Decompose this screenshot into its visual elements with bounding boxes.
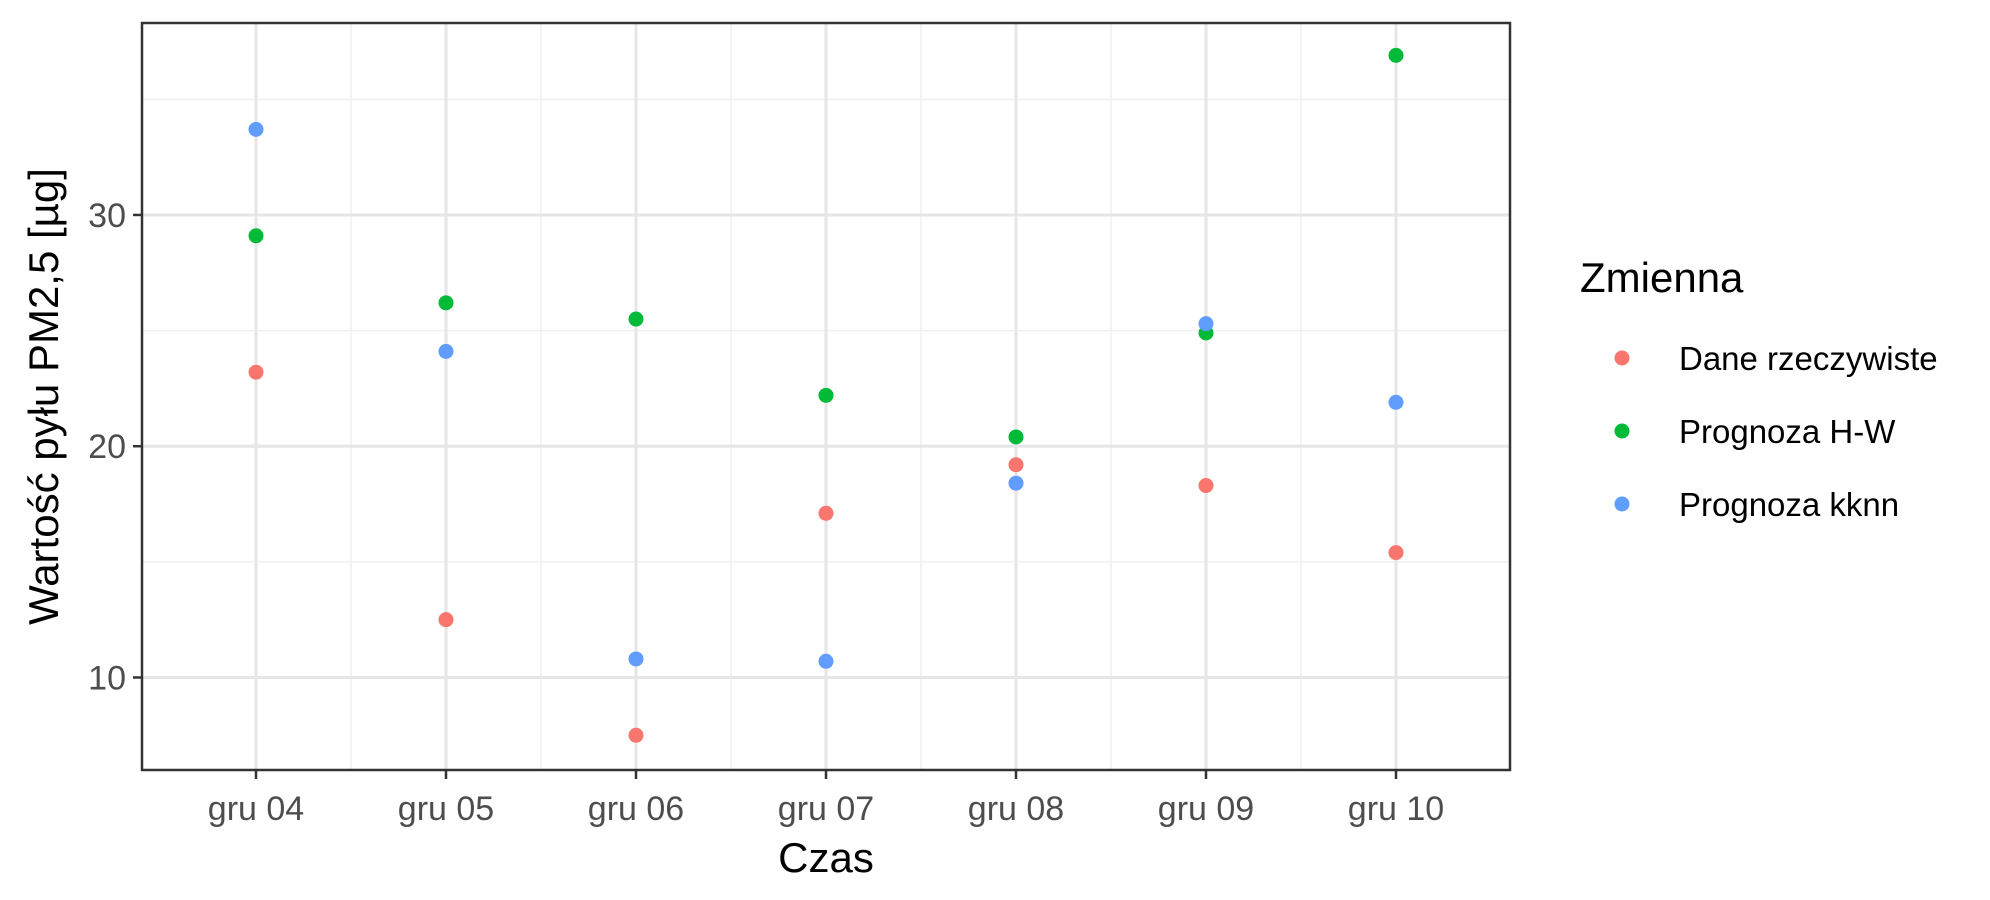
data-points: [248, 47, 1404, 743]
data-point: [438, 295, 454, 311]
data-point: [1008, 457, 1024, 473]
data-point: [1388, 545, 1404, 561]
data-point: [628, 651, 644, 667]
data-point: [438, 612, 454, 628]
y-axis: 10 20 30: [88, 197, 142, 697]
legend-key: [1614, 423, 1630, 439]
x-tick-label: gru 09: [1158, 790, 1254, 828]
x-tick-label: gru 05: [398, 790, 494, 828]
y-axis-title: Wartość pyłu PM2,5 [µg]: [20, 168, 67, 625]
data-point: [818, 387, 834, 403]
legend-title: Zmienna: [1580, 254, 1744, 301]
series-points: [248, 364, 1404, 743]
y-tick-label: 10: [88, 659, 126, 697]
x-tick-label: gru 07: [778, 790, 874, 828]
legend-key: [1614, 350, 1630, 366]
data-point: [1198, 478, 1214, 494]
data-point: [1008, 429, 1024, 445]
x-axis: gru 04 gru 05 gru 06 gru 07 gru 08 gru 09 gru …: [208, 770, 1444, 828]
x-tick-label: gru 10: [1348, 790, 1444, 828]
legend-key: [1614, 496, 1630, 512]
x-tick-label: gru 08: [968, 790, 1064, 828]
plot-panel: [140, 21, 1512, 772]
data-point: [1388, 47, 1404, 63]
data-point: [438, 343, 454, 359]
x-tick-label: gru 06: [588, 790, 684, 828]
legend: Zmienna Dane rzeczywiste Prognoza H-W Prog…: [1580, 254, 1938, 523]
data-point: [1198, 316, 1214, 332]
data-point: [1008, 475, 1024, 491]
data-point: [818, 653, 834, 669]
data-point: [818, 505, 834, 521]
data-point: [248, 228, 264, 244]
series-points: [248, 47, 1404, 445]
series-points: [248, 121, 1404, 669]
x-tick-label: gru 04: [208, 790, 304, 828]
y-tick-label: 20: [88, 428, 126, 466]
y-tick-label: 30: [88, 197, 126, 235]
data-point: [248, 121, 264, 137]
data-point: [1388, 394, 1404, 410]
data-point: [628, 311, 644, 327]
legend-label: Dane rzeczywiste: [1679, 340, 1938, 377]
data-point: [248, 364, 264, 380]
legend-label: Prognoza kknn: [1679, 486, 1899, 523]
legend-label: Prognoza H-W: [1679, 413, 1896, 450]
x-axis-title: Czas: [778, 834, 874, 881]
data-point: [628, 727, 644, 743]
